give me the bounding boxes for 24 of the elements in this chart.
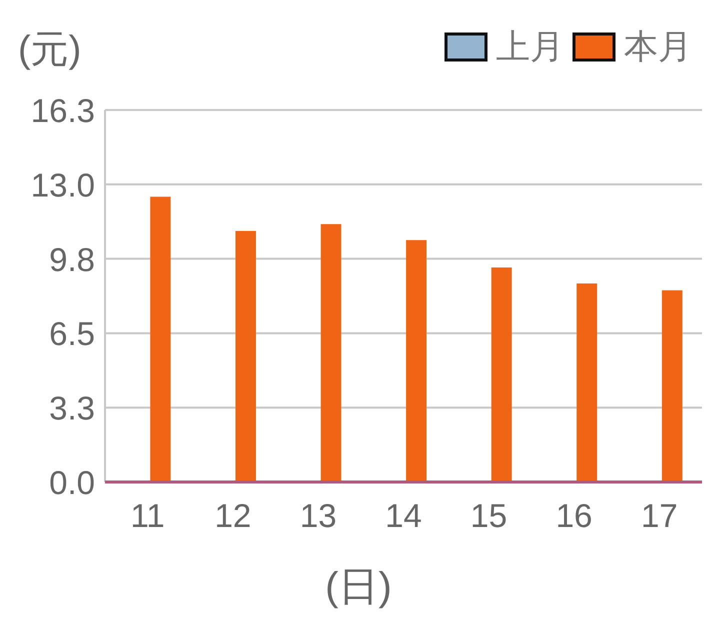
bar bbox=[320, 224, 342, 482]
x-tick-label: 17 bbox=[641, 497, 678, 534]
x-axis-title: (日) bbox=[325, 565, 392, 609]
legend-label: 本月 bbox=[624, 28, 692, 66]
bar bbox=[150, 196, 171, 482]
bar bbox=[576, 283, 598, 482]
bar bbox=[406, 240, 427, 482]
bar bbox=[662, 290, 682, 482]
y-axis-title: (元) bbox=[18, 29, 82, 71]
x-tick-label: 14 bbox=[385, 497, 422, 534]
y-tick-label: 13.0 bbox=[30, 166, 95, 204]
y-tick-label: 9.8 bbox=[49, 240, 95, 278]
y-tick-label: 16.3 bbox=[30, 92, 95, 129]
bar bbox=[491, 267, 512, 482]
x-tick-label: 11 bbox=[130, 497, 165, 534]
x-tick-label: 13 bbox=[300, 497, 337, 534]
x-tick-label: 12 bbox=[214, 497, 252, 534]
legend-label: 上月 bbox=[496, 28, 564, 66]
y-tick-label: 6.5 bbox=[49, 315, 95, 352]
y-tick-label: 3.3 bbox=[49, 390, 95, 427]
x-tick-label: 16 bbox=[556, 497, 592, 534]
x-tick-label: 15 bbox=[470, 497, 508, 534]
y-tick-label: 0.0 bbox=[49, 464, 95, 501]
bar bbox=[235, 230, 256, 482]
